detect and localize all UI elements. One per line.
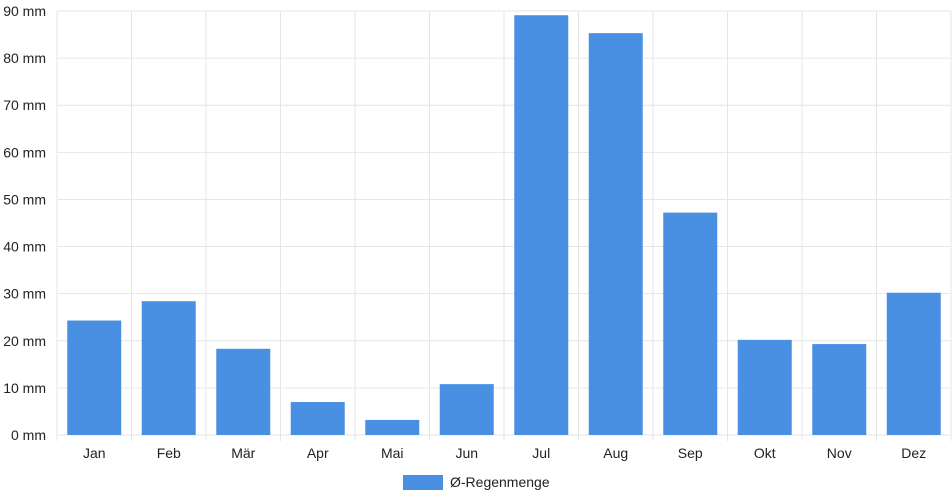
bar-jun[interactable] [439, 384, 494, 435]
y-axis: 0 mm 10 mm 20 mm 30 mm 40 mm 50 mm 60 mm 70 mm 8… [3, 3, 46, 443]
chart-bars [67, 15, 941, 436]
bar-jul[interactable] [514, 15, 569, 436]
x-tick-label: Feb [157, 445, 181, 461]
x-tick-label: Jan [83, 445, 106, 461]
y-tick-label: 80 mm [3, 50, 46, 66]
bar-okt[interactable] [737, 339, 792, 435]
x-tick-label: Dez [901, 445, 926, 461]
x-axis: Jan Feb Mär Apr Mai Jun Jul Aug Sep Okt Nov Dez [83, 445, 926, 461]
bar-sep[interactable] [663, 212, 718, 435]
y-tick-label: 0 mm [11, 427, 46, 443]
chart-legend[interactable]: Ø-Regenmenge [403, 474, 550, 490]
y-tick-label: 10 mm [3, 380, 46, 396]
y-tick-label: 50 mm [3, 191, 46, 207]
y-tick-label: 70 mm [3, 97, 46, 113]
y-tick-label: 30 mm [3, 286, 46, 302]
x-tick-label: Nov [827, 445, 852, 461]
bar-nov[interactable] [812, 344, 867, 435]
x-tick-label: Aug [603, 445, 628, 461]
x-tick-label: Okt [754, 445, 776, 461]
bar-feb[interactable] [141, 301, 196, 435]
chart-grid [56, 10, 952, 441]
bar-aug[interactable] [588, 33, 643, 436]
bar-dez[interactable] [886, 292, 941, 435]
bar-apr[interactable] [290, 402, 345, 435]
legend-swatch[interactable] [403, 475, 443, 490]
bar-mai[interactable] [365, 419, 420, 435]
x-tick-label: Mär [231, 445, 255, 461]
y-tick-label: 40 mm [3, 239, 46, 255]
x-tick-label: Sep [678, 445, 703, 461]
x-tick-label: Mai [381, 445, 404, 461]
y-tick-label: 20 mm [3, 333, 46, 349]
x-tick-label: Jul [532, 445, 550, 461]
bar-jan[interactable] [67, 320, 122, 435]
bar-mär[interactable] [216, 348, 271, 435]
y-tick-label: 90 mm [3, 3, 46, 19]
x-tick-label: Jun [455, 445, 478, 461]
y-tick-label: 60 mm [3, 144, 46, 160]
legend-label[interactable]: Ø-Regenmenge [450, 474, 550, 490]
x-tick-label: Apr [307, 445, 329, 461]
